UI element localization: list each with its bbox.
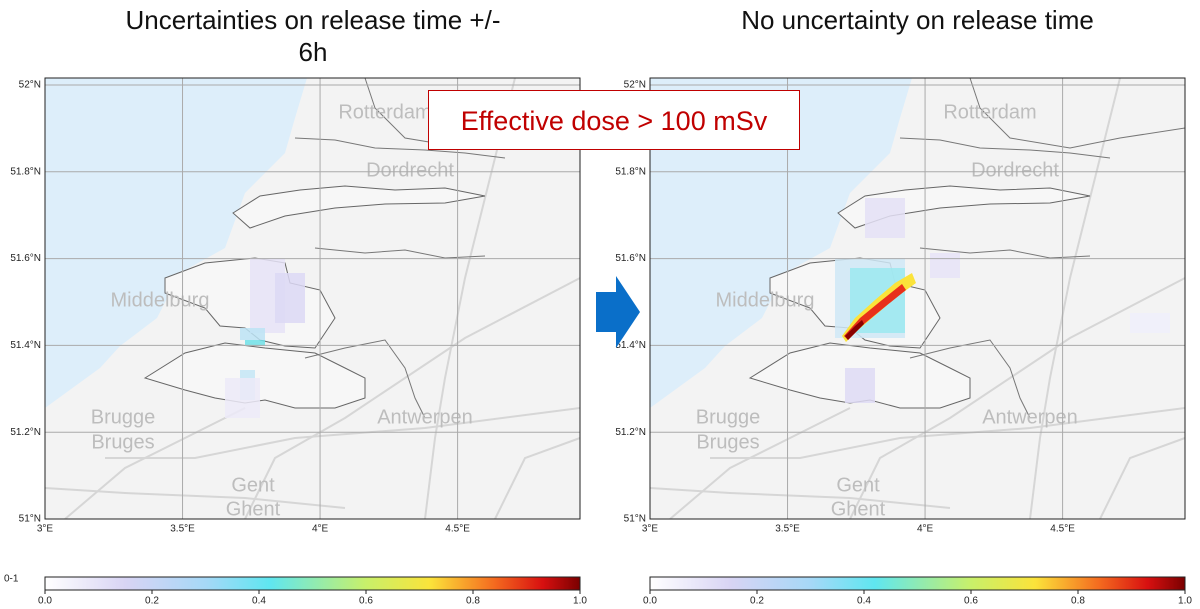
place-label: Tielt [126, 531, 163, 553]
lat-tick-label: 51.6°N [615, 253, 646, 264]
lat-tick-label: 51.8°N [615, 166, 646, 177]
panel-title: No uncertainty on release time [741, 5, 1094, 35]
colorbar-tick-label: 1.0 [573, 596, 587, 607]
map-layer: Rotterdam Dordrecht Middelburg Brugge Bruges… [650, 78, 1185, 553]
place-label: Tielt [731, 531, 768, 553]
colorbar-tick-label: 0.2 [750, 596, 764, 607]
colorbar-tick-label: 0.6 [359, 596, 373, 607]
river [314, 247, 486, 259]
map: Rotterdam Dordrecht Middelburg Brugge Bruges… [45, 78, 580, 553]
lon-tick-label: 3.5°E [170, 524, 195, 535]
road [494, 437, 580, 519]
lat-tick-label: 51.4°N [10, 340, 41, 351]
lat-tick-label: 51°N [19, 514, 41, 525]
lon-tick-label: 3.5°E [775, 524, 800, 535]
lat-tick-label: 51.8°N [10, 166, 41, 177]
lat-tick-label: 52°N [624, 80, 646, 91]
road [45, 487, 346, 509]
lon-tick-label: 3°E [37, 524, 54, 535]
plume [1130, 313, 1170, 333]
lon-tick-label: 4.5°E [1050, 524, 1075, 535]
colorbar-tick-label: 0.8 [1071, 596, 1085, 607]
map: Rotterdam Dordrecht Middelburg Brugge Bruges… [650, 78, 1185, 553]
colorbar-tick-label: 0.4 [252, 596, 266, 607]
lon-tick-label: 4°E [312, 524, 329, 535]
colorbar-tick-label: 0.8 [466, 596, 480, 607]
callout: Effective dose > 100 mSv [428, 90, 800, 150]
road [669, 407, 851, 519]
lat-tick-label: 52°N [19, 80, 41, 91]
colorbar-tick-label: 0.0 [643, 596, 657, 607]
place-label: Gent [231, 474, 275, 496]
lat-tick-label: 51°N [624, 514, 646, 525]
panel-title: Uncertainties on release time +/- 6h [125, 5, 501, 67]
sea [45, 78, 307, 408]
place-label: Rotterdam [943, 101, 1036, 123]
lon-tick-label: 3°E [642, 524, 659, 535]
river [919, 247, 1091, 259]
colorbar [649, 576, 1186, 591]
place-label: Antwerpen [982, 406, 1078, 428]
place-label: Middelburg [111, 289, 210, 311]
colorbar-tick-label: 0.0 [38, 596, 52, 607]
place-label: Brugge [91, 406, 156, 428]
river [909, 339, 1031, 419]
arrow [596, 276, 640, 348]
colorbar-tick-label: 1.0 [1178, 596, 1192, 607]
place-label: Ghent [226, 498, 281, 520]
map-layer: Rotterdam Dordrecht Middelburg Brugge Bruges… [45, 78, 580, 553]
plume [865, 198, 905, 238]
road [244, 277, 580, 519]
road [1099, 437, 1185, 519]
lat-tick-label: 51.6°N [10, 253, 41, 264]
plume [845, 368, 875, 403]
place-label: Bruges [696, 431, 759, 453]
colorbar-label: 0-1 [4, 574, 19, 585]
place-label: Rotterdam [338, 101, 431, 123]
plume [240, 328, 265, 340]
road [650, 487, 951, 509]
lon-tick-label: 4.5°E [445, 524, 470, 535]
colorbar-tick-label: 0.4 [857, 596, 871, 607]
place-label: Brugge [696, 406, 761, 428]
river [294, 137, 506, 159]
place-label: Dordrecht [971, 159, 1059, 181]
map-frame [44, 77, 581, 520]
place-label: Ghent [831, 498, 886, 520]
river [899, 137, 1111, 159]
place-label: Antwerpen [377, 406, 473, 428]
lat-tick-label: 51.2°N [615, 427, 646, 438]
river [969, 78, 1185, 149]
road [710, 407, 1185, 459]
road [64, 407, 246, 519]
place-label: Middelburg [716, 289, 815, 311]
lat-tick-label: 51.2°N [10, 427, 41, 438]
road [424, 78, 516, 519]
river [304, 339, 426, 419]
plume [275, 273, 305, 323]
lon-tick-label: 4°E [917, 524, 934, 535]
plume [225, 378, 260, 418]
colorbar [44, 576, 581, 591]
road [105, 407, 580, 459]
sea [650, 78, 912, 408]
lat-tick-label: 51.4°N [615, 340, 646, 351]
colorbar-tick-label: 0.2 [145, 596, 159, 607]
road [849, 277, 1185, 519]
place-label: Bruges [91, 431, 154, 453]
place-label: Dordrecht [366, 159, 454, 181]
place-label: Gent [836, 474, 880, 496]
map-frame [649, 77, 1186, 520]
road [1029, 78, 1121, 519]
island [232, 185, 486, 229]
plume [930, 253, 960, 278]
colorbar-tick-label: 0.6 [964, 596, 978, 607]
plume-core [845, 320, 864, 340]
plume [245, 340, 265, 346]
